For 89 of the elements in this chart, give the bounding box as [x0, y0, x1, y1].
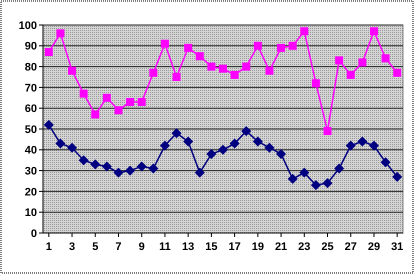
x-tick-label: 27	[344, 241, 357, 253]
point	[183, 136, 194, 146]
y-tick-label: 0	[30, 228, 37, 240]
y-tick-label: 50	[24, 124, 37, 136]
point	[241, 126, 252, 136]
point	[346, 70, 355, 79]
point	[312, 79, 320, 88]
point	[288, 42, 297, 50]
point	[393, 68, 402, 77]
point	[310, 180, 321, 190]
point	[44, 120, 54, 130]
point	[114, 106, 122, 114]
point	[44, 48, 53, 56]
point	[358, 58, 366, 66]
y-tick-label: 40	[24, 144, 37, 157]
point	[370, 27, 378, 36]
x-tick-label: 7	[115, 241, 122, 253]
point	[113, 168, 124, 178]
point	[160, 40, 169, 48]
y-tick-label: 10	[24, 207, 37, 220]
point	[149, 68, 158, 77]
x-tick-label: 17	[228, 241, 241, 253]
point	[67, 142, 78, 153]
point	[265, 66, 274, 75]
point	[380, 157, 391, 168]
point	[382, 54, 390, 62]
point	[392, 172, 402, 182]
y-tick-label: 90	[24, 40, 37, 53]
x-tick-label: 11	[159, 241, 171, 253]
y-tick-label: 80	[24, 61, 37, 74]
x-tick-label: 23	[298, 241, 310, 253]
point	[206, 148, 216, 159]
point	[277, 44, 286, 52]
point	[102, 161, 112, 172]
x-tick-label: 15	[205, 241, 218, 253]
x-tick-label: 21	[274, 241, 288, 253]
x-tick-label: 13	[182, 241, 194, 253]
point	[80, 90, 88, 98]
point	[172, 128, 182, 138]
point	[55, 138, 66, 149]
point	[126, 98, 134, 106]
point	[299, 168, 310, 178]
point	[184, 44, 192, 52]
point	[288, 174, 298, 184]
point	[68, 66, 76, 75]
x-tick-label: 31	[391, 241, 404, 253]
point	[207, 62, 216, 71]
point	[335, 56, 344, 64]
point	[264, 142, 274, 153]
point	[136, 161, 147, 172]
point	[242, 62, 250, 71]
point	[276, 148, 286, 159]
y-tick-label: 20	[24, 186, 37, 198]
point	[334, 164, 344, 174]
point	[102, 94, 111, 102]
point	[219, 64, 227, 73]
point	[357, 136, 368, 146]
point	[252, 136, 263, 146]
point	[324, 127, 332, 136]
point	[78, 155, 89, 166]
point	[125, 166, 136, 176]
point	[230, 138, 240, 149]
point	[172, 73, 181, 81]
point	[254, 42, 262, 50]
x-tick-label: 3	[68, 241, 76, 253]
x-tick-label: 1	[46, 241, 52, 253]
point	[56, 29, 64, 38]
point	[194, 168, 205, 178]
y-tick-label: 30	[24, 165, 37, 178]
point	[91, 110, 100, 118]
x-tick-label: 19	[252, 241, 264, 253]
y-tick-label: 60	[24, 103, 37, 116]
point	[196, 52, 204, 60]
point	[138, 98, 146, 106]
x-tick-label: 9	[138, 241, 145, 253]
x-tick-label: 5	[92, 241, 98, 253]
y-tick-label: 100	[18, 20, 37, 32]
x-tick-label: 25	[321, 241, 334, 253]
y-tick-label: 70	[24, 82, 37, 94]
x-tick-label: 29	[368, 241, 380, 253]
point	[90, 159, 100, 170]
point	[300, 27, 308, 36]
point	[148, 164, 158, 174]
point	[322, 178, 333, 188]
point	[218, 144, 228, 155]
point	[160, 140, 170, 151]
point	[368, 140, 379, 151]
point	[230, 70, 239, 79]
point	[346, 140, 356, 151]
